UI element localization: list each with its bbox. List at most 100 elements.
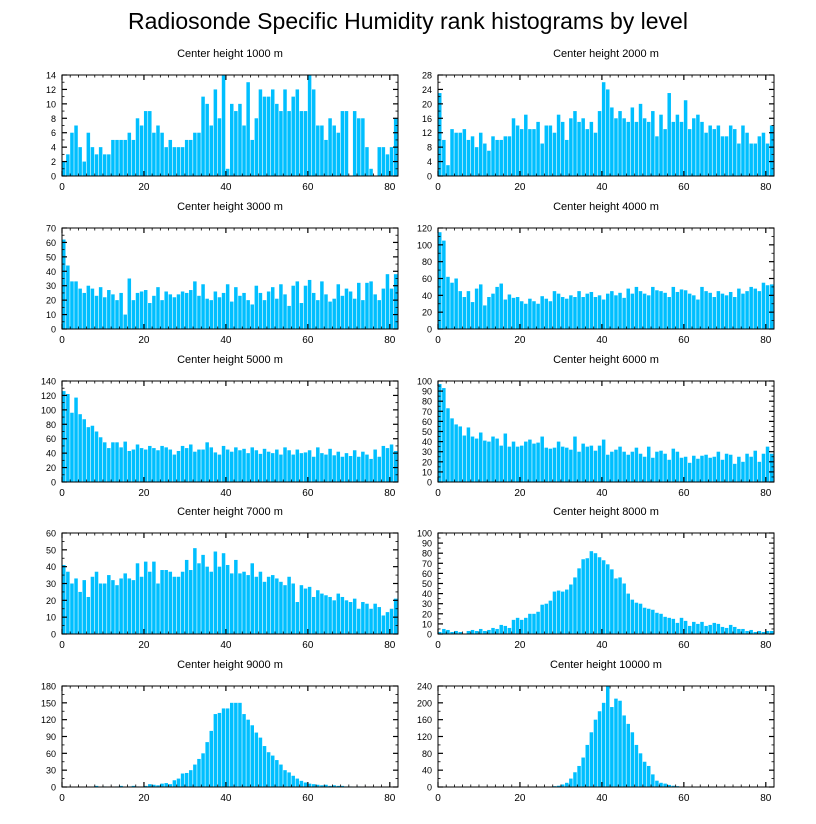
bar <box>589 121 594 176</box>
bar <box>737 143 741 176</box>
bar <box>696 458 700 482</box>
bar <box>119 785 123 787</box>
y-tick-label: 30 <box>46 766 56 776</box>
bar <box>757 136 762 176</box>
bar <box>70 583 74 634</box>
bar <box>78 147 82 176</box>
bar <box>320 593 324 634</box>
y-tick-label: 10 <box>46 310 56 320</box>
bar <box>295 89 300 176</box>
bar <box>230 103 234 176</box>
bar <box>283 294 287 329</box>
y-tick-label: 60 <box>422 569 432 579</box>
bar <box>626 288 630 329</box>
bar <box>634 744 639 787</box>
bar <box>262 581 267 634</box>
bar <box>528 613 532 634</box>
bar <box>606 564 610 634</box>
x-tick-label: 80 <box>760 488 772 499</box>
bar <box>287 305 291 329</box>
bar <box>230 301 234 329</box>
bar <box>495 139 499 176</box>
bar <box>119 292 123 329</box>
bar <box>708 624 712 634</box>
bar <box>377 456 382 482</box>
bar <box>307 75 312 176</box>
bar <box>765 446 770 482</box>
bar <box>340 785 345 787</box>
y-tick-label: 10 <box>422 619 432 629</box>
x-tick-label: 0 <box>59 182 65 193</box>
bar <box>348 291 353 329</box>
bar <box>389 608 394 634</box>
bar <box>753 143 758 176</box>
bar <box>712 622 717 634</box>
bar <box>389 288 394 329</box>
bar <box>250 447 254 482</box>
bar <box>556 441 561 482</box>
bar <box>336 593 341 634</box>
bar <box>442 388 446 482</box>
bar <box>348 456 353 482</box>
y-tick-label: 20 <box>46 596 56 606</box>
x-tick-label: 20 <box>138 182 150 193</box>
bar <box>107 575 111 634</box>
bar <box>700 286 704 329</box>
bar <box>642 293 647 329</box>
bar <box>254 285 259 329</box>
bar <box>291 775 295 787</box>
bar <box>687 625 692 634</box>
bar <box>184 559 189 634</box>
bar <box>221 553 226 634</box>
bar <box>135 444 140 482</box>
bar <box>606 686 610 787</box>
bar <box>152 561 156 634</box>
bar <box>90 576 95 634</box>
bar <box>340 456 345 482</box>
bar <box>74 281 78 329</box>
bar <box>336 284 341 329</box>
bar <box>618 111 622 176</box>
bar <box>618 700 622 787</box>
y-tick-label: 70 <box>422 407 432 417</box>
bar <box>115 585 119 634</box>
bar <box>377 607 382 634</box>
bar <box>565 589 569 634</box>
bar <box>123 441 127 482</box>
x-tick-label: 20 <box>138 335 150 346</box>
bar <box>172 454 177 482</box>
bar <box>630 451 635 482</box>
bar <box>761 132 766 176</box>
bar <box>524 617 528 634</box>
bar <box>622 715 626 787</box>
bar <box>712 297 717 329</box>
bar <box>98 437 103 482</box>
bar <box>266 752 271 787</box>
bar <box>552 132 557 176</box>
bar <box>357 118 361 176</box>
bar <box>483 305 487 329</box>
y-tick-label: 6 <box>51 128 56 138</box>
bar <box>266 576 271 634</box>
bar <box>348 602 353 634</box>
bar <box>357 608 361 634</box>
bar <box>205 742 209 787</box>
bar <box>638 753 643 787</box>
bar <box>585 558 590 634</box>
panel-7: Center height 7000 m 0 20 40 60 80 0 10 20 30 40 50… <box>46 506 399 651</box>
y-tick-label: 40 <box>422 589 432 599</box>
bar <box>524 114 528 176</box>
x-tick-label: 0 <box>435 793 441 804</box>
panel-2: Center height 2000 m 0 20 40 60 80 0 4 8 12 16 20 24… <box>422 48 775 193</box>
y-tick-label: 20 <box>422 308 432 318</box>
bar <box>176 294 181 329</box>
bar <box>577 121 581 176</box>
bar <box>544 603 549 634</box>
bar <box>450 418 454 482</box>
bar <box>597 111 602 176</box>
bar <box>663 783 667 787</box>
bar <box>393 598 398 634</box>
panel-title: Center height 9000 m <box>177 659 283 671</box>
bar <box>573 111 577 176</box>
bar <box>532 301 536 329</box>
